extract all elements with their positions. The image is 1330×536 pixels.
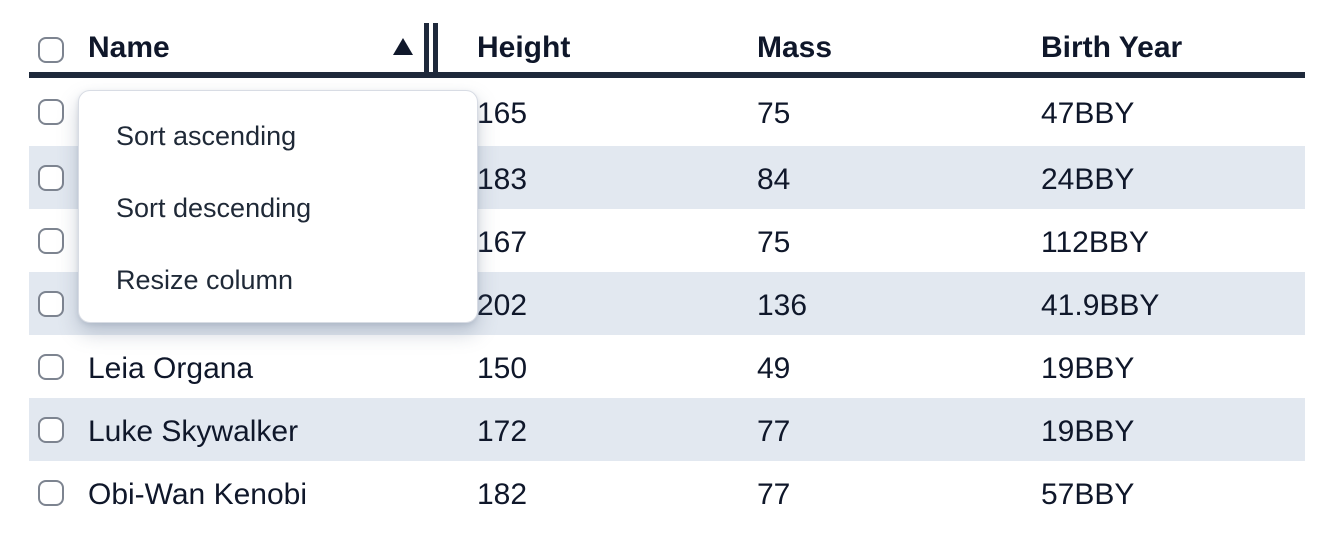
cell-mass: 75 (757, 97, 791, 130)
table-header-row: Name Height Mass Birth Year (29, 0, 1305, 78)
cell-birth-year: 19BBY (1041, 414, 1135, 448)
cell-height: 150 (477, 351, 528, 385)
select-all-checkbox[interactable] (38, 37, 64, 63)
menu-item-sort-ascending[interactable]: Sort ascending (116, 120, 297, 151)
cell-mass: 136 (757, 288, 808, 322)
row-checkbox[interactable] (38, 353, 64, 380)
column-header-height[interactable]: Height (477, 31, 571, 64)
cell-height: 172 (477, 414, 528, 448)
cell-height: 167 (477, 225, 528, 259)
row-checkbox[interactable] (38, 164, 64, 191)
cell-birth-year: 19BBY (1041, 351, 1135, 385)
cell-name: Leia Organa (88, 351, 254, 385)
cell-name: Obi-Wan Kenobi (88, 477, 307, 511)
cell-height: 202 (477, 288, 528, 322)
cell-birth-year: 47BBY (1041, 97, 1135, 130)
cell-birth-year: 41.9BBY (1041, 288, 1160, 322)
cell-height: 182 (477, 477, 528, 511)
cell-birth-year: 57BBY (1041, 477, 1135, 511)
menu-item-sort-descending[interactable]: Sort descending (116, 192, 312, 223)
cell-name: Luke Skywalker (88, 414, 299, 448)
cell-mass: 84 (757, 162, 791, 196)
column-header-birth-year[interactable]: Birth Year (1041, 31, 1183, 64)
cell-height: 165 (477, 97, 528, 130)
column-resize-handle-icon[interactable] (424, 23, 438, 73)
row-checkbox[interactable] (38, 416, 64, 443)
sort-ascending-icon (393, 38, 413, 55)
table-row[interactable]: Obi-Wan Kenobi 182 77 57BBY (29, 461, 1305, 511)
cell-birth-year: 24BBY (1041, 162, 1135, 196)
column-header-menu: Sort ascending Sort descending Resize co… (78, 90, 478, 323)
row-checkbox[interactable] (38, 290, 64, 317)
table-row[interactable]: Leia Organa 150 49 19BBY (29, 335, 1305, 398)
cell-mass: 49 (757, 351, 791, 385)
table-row[interactable]: Luke Skywalker 172 77 19BBY (29, 398, 1305, 461)
cell-mass: 75 (757, 225, 791, 259)
column-header-name[interactable]: Name (88, 31, 170, 64)
row-checkbox[interactable] (38, 99, 64, 125)
column-header-mass[interactable]: Mass (757, 31, 833, 64)
cell-mass: 77 (757, 414, 791, 448)
cell-birth-year: 112BBY (1041, 225, 1149, 259)
row-checkbox[interactable] (38, 227, 64, 254)
cell-height: 183 (477, 162, 528, 196)
row-checkbox[interactable] (38, 479, 64, 506)
menu-item-resize-column[interactable]: Resize column (116, 264, 294, 295)
cell-mass: 77 (757, 477, 791, 511)
